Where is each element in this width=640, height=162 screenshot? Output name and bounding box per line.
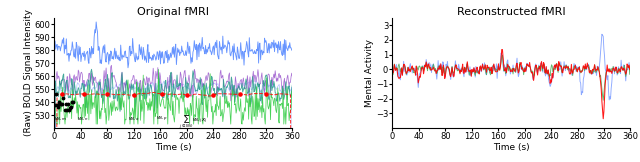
Title: Reconstructed fMRI: Reconstructed fMRI: [457, 7, 566, 17]
Text: $w_{i,n}$: $w_{i,n}$: [77, 116, 89, 123]
Point: [63, 108, 74, 111]
Point: [57, 93, 67, 95]
X-axis label: Time (s): Time (s): [493, 143, 530, 151]
Text: $w_{i,o}$: $w_{i,o}$: [128, 116, 140, 123]
Point: [182, 94, 192, 96]
Text: $w_{i,m}$: $w_{i,m}$: [54, 116, 68, 123]
Title: Original fMRI: Original fMRI: [138, 7, 209, 17]
Point: [55, 103, 65, 105]
Point: [261, 92, 271, 95]
Point: [68, 101, 78, 104]
Text: $w_{i,p}$: $w_{i,p}$: [156, 115, 168, 124]
Point: [60, 103, 70, 105]
Y-axis label: (Raw) BOLD Signal Intensity: (Raw) BOLD Signal Intensity: [24, 9, 33, 136]
Point: [60, 109, 70, 112]
Point: [54, 101, 65, 104]
Point: [52, 103, 62, 106]
Point: [56, 103, 67, 106]
Point: [53, 106, 63, 109]
Point: [79, 93, 89, 95]
Point: [208, 94, 218, 97]
X-axis label: Time (s): Time (s): [155, 143, 192, 151]
Point: [66, 106, 76, 108]
Point: [58, 102, 68, 105]
Point: [65, 106, 75, 109]
Point: [63, 103, 73, 105]
Point: [51, 93, 61, 96]
Point: [67, 101, 77, 104]
Point: [234, 93, 244, 95]
Point: [58, 97, 68, 99]
Point: [61, 108, 72, 111]
Text: $\sum_{j\in N(i)}w_{i,j}x_j$: $\sum_{j\in N(i)}w_{i,j}x_j$: [179, 113, 207, 131]
Y-axis label: Mental Activity: Mental Activity: [365, 39, 374, 107]
Point: [50, 104, 60, 107]
Point: [157, 92, 167, 95]
Point: [129, 94, 139, 96]
Point: [102, 93, 113, 95]
